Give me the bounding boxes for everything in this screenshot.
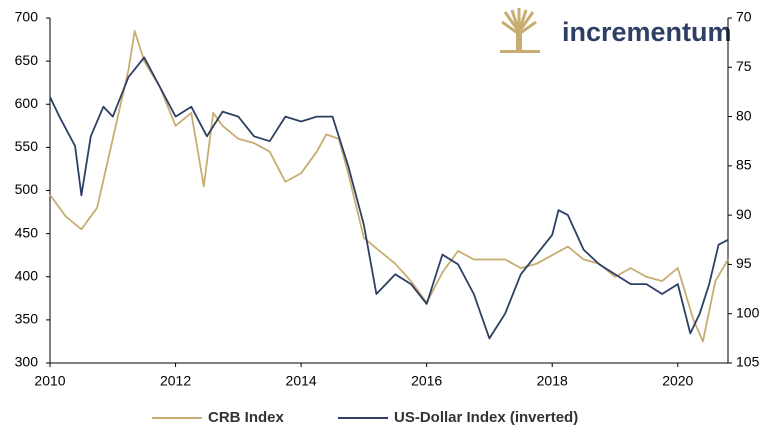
y2-tick-label: 105 — [736, 354, 760, 370]
y2-tick-label: 100 — [736, 304, 760, 320]
legend-label: CRB Index — [208, 409, 285, 426]
x-tick-label: 2016 — [411, 373, 442, 389]
y-tick-label: 550 — [15, 138, 39, 154]
y-tick-label: 300 — [15, 354, 39, 370]
y-tick-label: 350 — [15, 311, 39, 327]
x-tick-label: 2020 — [662, 373, 693, 389]
y2-tick-label: 80 — [736, 107, 752, 123]
line-series — [49, 30, 729, 343]
y-tick-label: 400 — [15, 267, 39, 283]
y2-tick-label: 75 — [736, 58, 752, 74]
x-tick-label: 2018 — [537, 373, 568, 389]
legend-label: US-Dollar Index (inverted) — [394, 409, 578, 426]
y-tick-label: 600 — [15, 95, 39, 111]
line-series — [49, 56, 729, 340]
y-tick-label: 500 — [15, 181, 39, 197]
y2-tick-label: 95 — [736, 255, 752, 271]
y2-tick-label: 90 — [736, 206, 752, 222]
y2-tick-label: 85 — [736, 157, 752, 173]
y-tick-label: 700 — [15, 9, 39, 25]
logo-icon — [500, 8, 540, 53]
y2-tick-label: 70 — [736, 9, 752, 25]
x-tick-label: 2010 — [34, 373, 65, 389]
y-tick-label: 450 — [15, 224, 39, 240]
y-tick-label: 650 — [15, 52, 39, 68]
x-tick-label: 2012 — [160, 373, 191, 389]
x-tick-label: 2014 — [286, 373, 317, 389]
logo-text: incrementum — [562, 17, 732, 47]
